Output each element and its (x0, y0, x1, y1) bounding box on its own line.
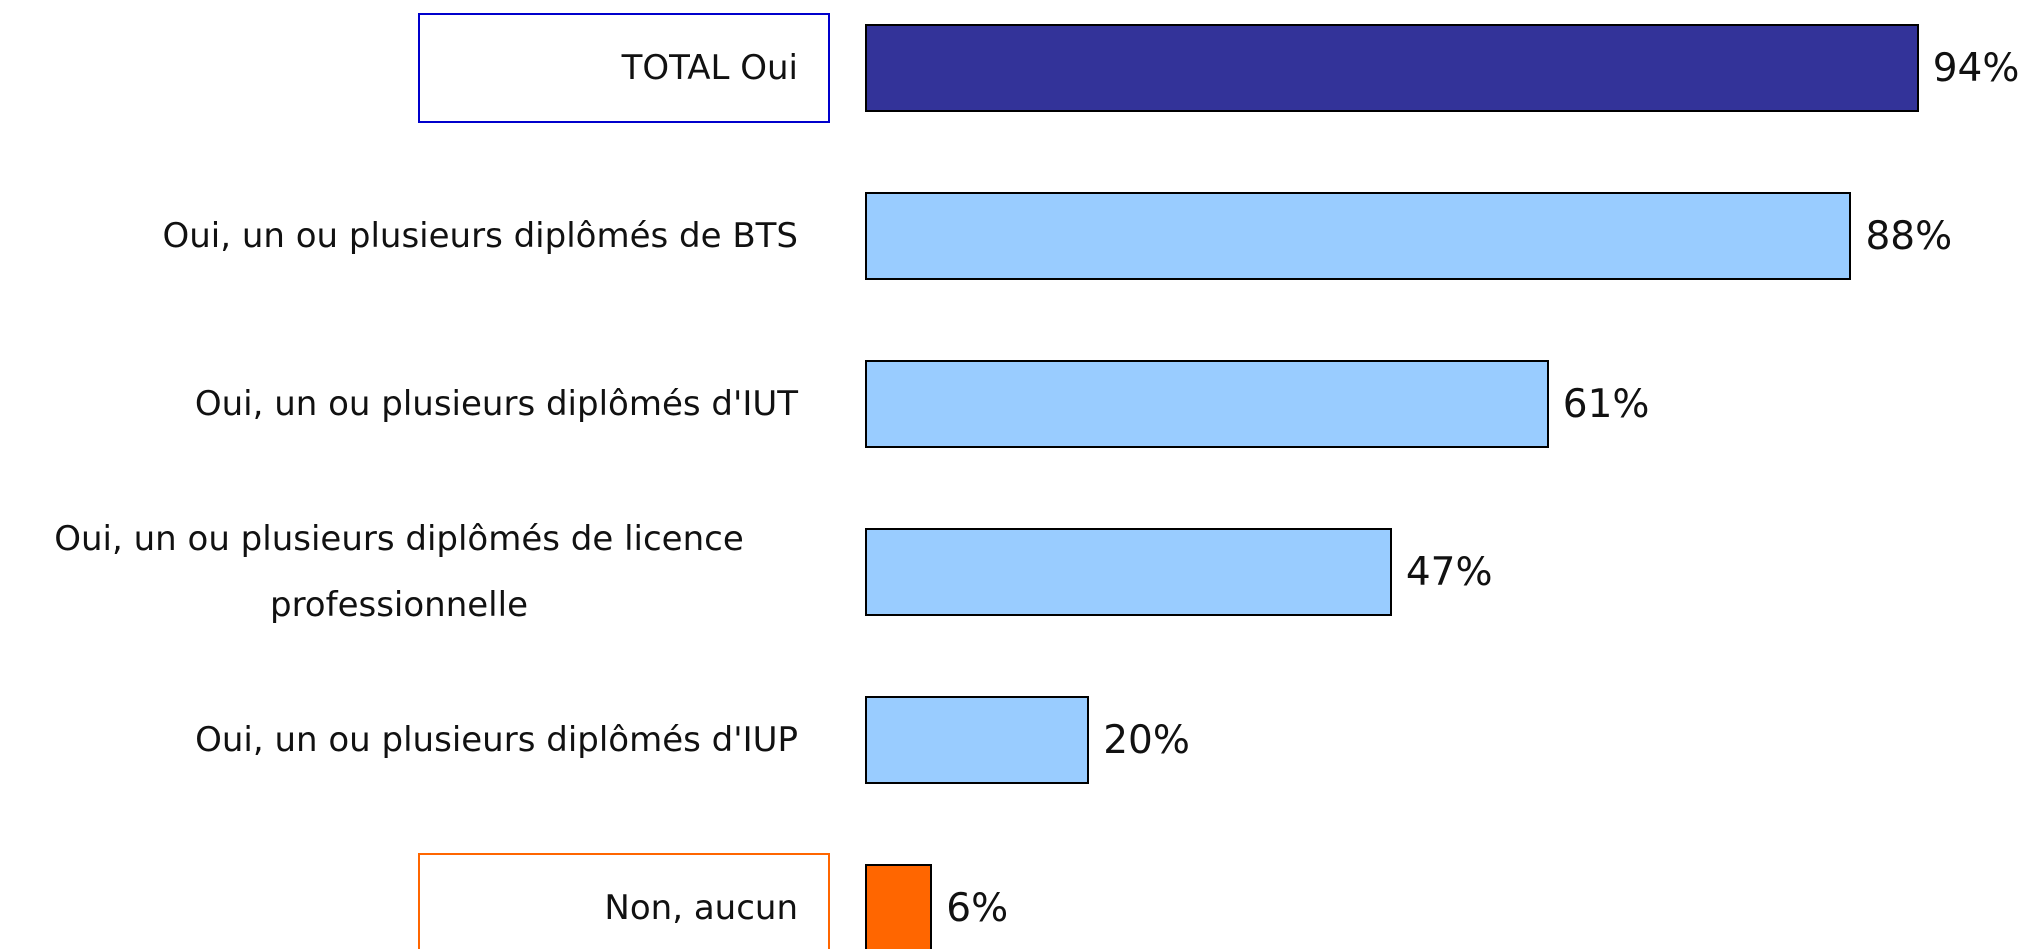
value-label: 6% (946, 885, 1009, 931)
category-label: Oui, un ou plusieurs diplômés de BTS (0, 172, 830, 300)
bar (865, 360, 1549, 448)
category-text: Oui, un ou plusieurs diplômés de BTS (162, 216, 798, 256)
category-label: Oui, un ou plusieurs diplômés de licence… (0, 508, 830, 636)
bar (865, 696, 1090, 784)
value-label: 20% (1103, 717, 1190, 763)
bar (865, 864, 933, 949)
value-label: 47% (1405, 549, 1493, 595)
category-text: Non, aucun (418, 853, 830, 949)
category-label: Oui, un ou plusieurs diplômés d'IUP (0, 676, 830, 804)
category-text: Oui, un ou plusieurs diplômés d'IUP (195, 720, 798, 760)
category-label: Oui, un ou plusieurs diplômés d'IUT (0, 340, 830, 468)
category-label: TOTAL Oui (0, 4, 830, 132)
category-text: TOTAL Oui (418, 13, 830, 123)
bar (865, 192, 1852, 280)
value-label: 88% (1865, 213, 1953, 259)
bar (865, 24, 1919, 112)
category-text: Oui, un ou plusieurs diplômés de licence… (54, 519, 744, 625)
category-label: Non, aucun (0, 844, 830, 949)
bar (865, 528, 1392, 616)
category-text: Oui, un ou plusieurs diplômés d'IUT (194, 384, 798, 424)
value-label: 61% (1562, 381, 1650, 427)
value-label: 94% (1932, 45, 2020, 91)
